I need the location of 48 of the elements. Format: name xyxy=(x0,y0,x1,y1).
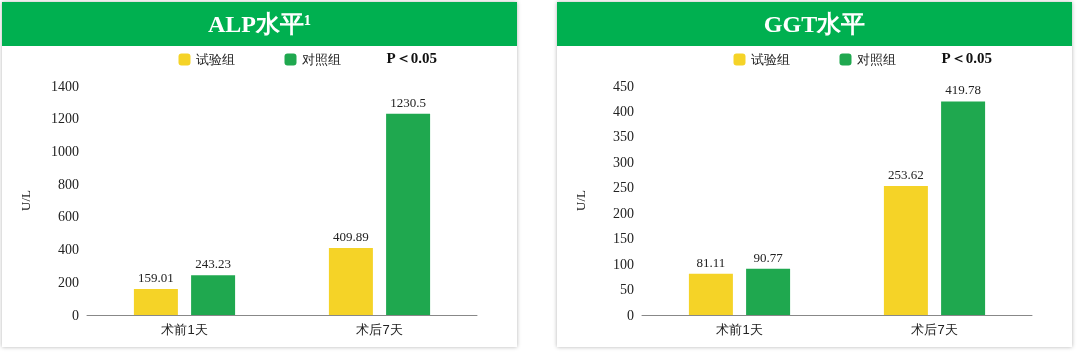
y-tick-label: 1200 xyxy=(51,111,79,127)
y-tick-label: 200 xyxy=(58,274,79,290)
data-label: 419.78 xyxy=(945,82,981,98)
data-label: 409.89 xyxy=(333,228,369,244)
bar xyxy=(746,268,791,315)
chart-title: GGT水平 xyxy=(557,2,1072,46)
text: P＜0.05 xyxy=(941,49,993,66)
bar xyxy=(883,185,928,315)
x-tick-label: 术后7天 xyxy=(911,322,958,337)
bar xyxy=(941,101,986,315)
y-tick-label: 400 xyxy=(613,103,634,119)
y-tick-label: 1400 xyxy=(51,78,79,94)
y-tick-label: 600 xyxy=(58,209,79,225)
y-tick-label: 350 xyxy=(613,129,634,145)
y-axis-title: U/L xyxy=(18,189,33,211)
y-tick-label: 0 xyxy=(72,307,79,323)
legend-label: 试验组 xyxy=(750,52,790,67)
bar xyxy=(328,247,373,315)
data-label: 159.01 xyxy=(138,269,174,285)
y-tick-label: 50 xyxy=(620,282,634,298)
y-tick-label: 400 xyxy=(58,242,79,258)
x-tick-label: 术前1天 xyxy=(716,322,763,337)
y-tick-label: 800 xyxy=(58,176,79,192)
y-tick-label: 200 xyxy=(613,205,634,221)
data-label: 253.62 xyxy=(888,166,924,182)
x-tick-label: 术前1天 xyxy=(161,322,208,337)
bar xyxy=(191,275,236,315)
y-axis-title: U/L xyxy=(573,189,588,211)
y-tick-label: 300 xyxy=(613,154,634,170)
y-tick-label: 100 xyxy=(613,256,634,272)
y-tick-label: 1000 xyxy=(51,143,79,159)
bar xyxy=(386,113,431,315)
y-tick-label: 450 xyxy=(613,78,634,94)
bar xyxy=(688,273,733,315)
data-label: 1230.5 xyxy=(390,94,426,110)
data-label: 90.77 xyxy=(753,249,784,265)
x-tick-label: 术后7天 xyxy=(356,322,403,337)
bar xyxy=(133,288,178,315)
legend-label: 对照组 xyxy=(301,52,341,67)
legend-label: 对照组 xyxy=(856,52,896,67)
y-tick-label: 250 xyxy=(613,180,634,196)
data-label: 81.11 xyxy=(696,254,726,270)
y-tick-label: 150 xyxy=(613,231,634,247)
y-tick-label: 0 xyxy=(627,307,634,323)
data-label: 243.23 xyxy=(195,256,231,272)
text: P＜0.05 xyxy=(386,49,438,66)
chart-title: ALP水平¹ xyxy=(2,2,517,46)
legend-label: 试验组 xyxy=(195,52,235,67)
